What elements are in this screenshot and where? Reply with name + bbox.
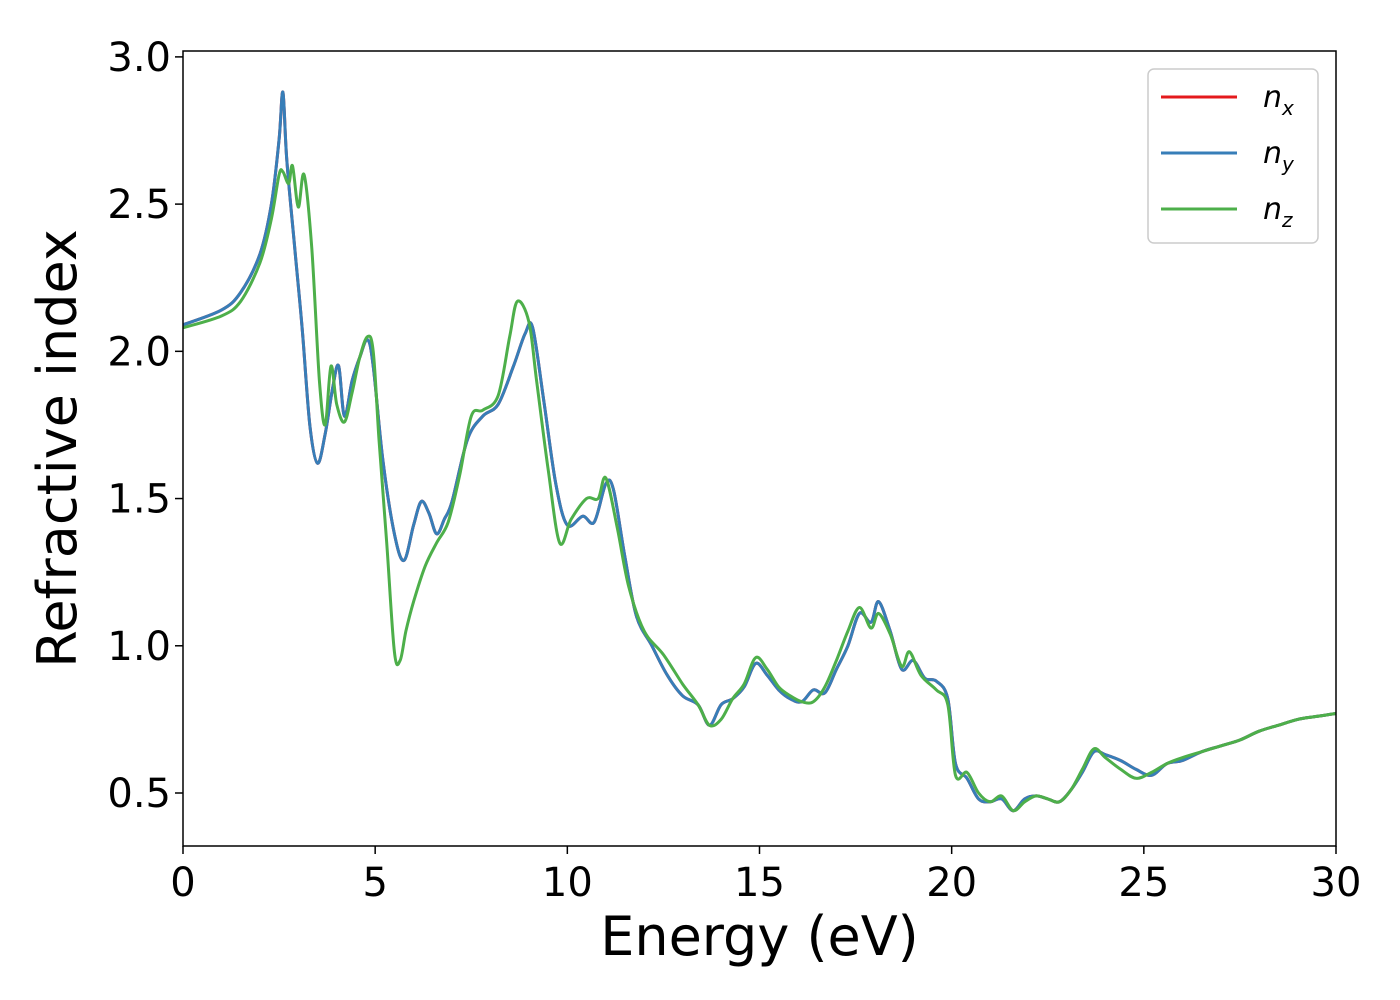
legend-box <box>1147 68 1319 244</box>
x-tick-label: 25 <box>1118 860 1169 906</box>
series-line-nz <box>183 163 1336 813</box>
y-tick-label: 0.5 <box>107 771 171 817</box>
plot-lines <box>183 90 1336 813</box>
y-tick-label: 2.0 <box>107 329 171 375</box>
x-axis-title: Energy (eV) <box>600 905 919 968</box>
y-axis-title: Refractive index <box>26 229 89 668</box>
x-tick-label: 10 <box>542 860 593 906</box>
y-tick-label: 2.5 <box>107 182 171 228</box>
y-tick-label: 1.5 <box>107 477 171 523</box>
x-axis-ticks: 0 5 10 15 20 25 30 <box>170 846 1361 906</box>
legend-label-nz: nz <box>1263 192 1293 232</box>
x-tick-label: 5 <box>362 860 387 906</box>
x-tick-label: 20 <box>926 860 977 906</box>
x-tick-label: 0 <box>170 860 195 906</box>
legend-label-nx: nx <box>1263 80 1294 120</box>
legend: nx ny nz <box>1147 68 1319 244</box>
x-tick-label: 15 <box>734 860 785 906</box>
y-tick-label: 1.0 <box>107 624 171 670</box>
legend-label-ny: ny <box>1263 136 1295 176</box>
y-tick-label: 3.0 <box>107 35 171 81</box>
x-tick-label: 30 <box>1311 860 1362 906</box>
y-axis-ticks: 0.5 1.0 1.5 2.0 2.5 3.0 <box>107 35 183 817</box>
